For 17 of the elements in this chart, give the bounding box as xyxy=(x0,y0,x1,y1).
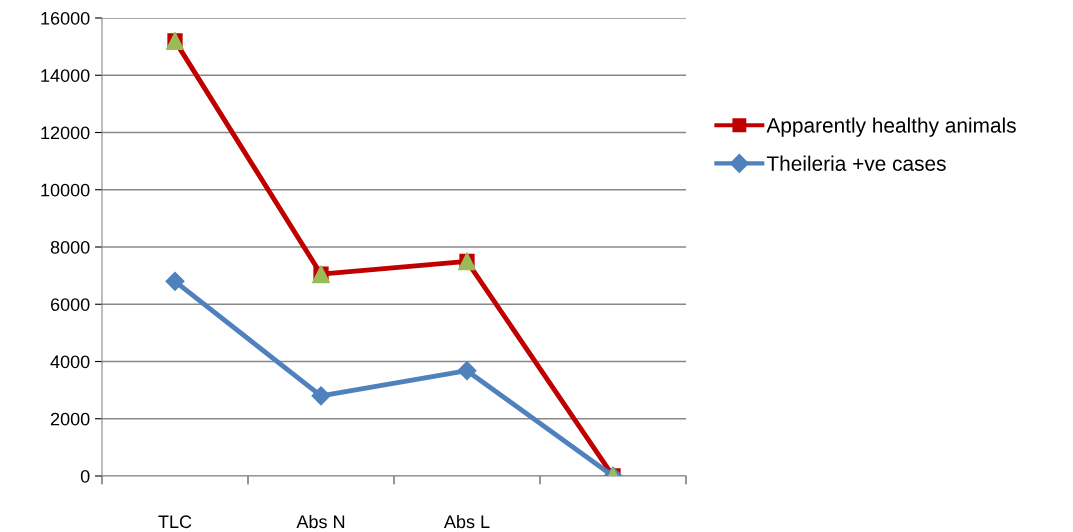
point xyxy=(311,386,331,406)
x-tick-label: TLC xyxy=(158,515,192,529)
y-tick-label: 2000 xyxy=(50,412,90,426)
y-tick-label: 6000 xyxy=(50,298,90,311)
legend-label: Theileria +ve cases xyxy=(766,155,946,171)
point xyxy=(457,361,477,381)
y-tick-label: 10000 xyxy=(41,183,90,197)
x-tick-label: Abs N xyxy=(296,514,345,529)
y-tick-label: 16000 xyxy=(41,11,90,25)
x-tick-label: Abs L xyxy=(443,514,490,529)
y-tick-label: 8000 xyxy=(50,240,90,254)
y-tick-label: 14000 xyxy=(41,69,90,82)
y-tick-label: 0 xyxy=(80,469,90,483)
y-tick-label: 12000 xyxy=(41,126,90,140)
legend-label: Apparently healthy animals xyxy=(766,117,1016,137)
y-tick-label: 4000 xyxy=(50,355,90,369)
point xyxy=(165,271,185,291)
